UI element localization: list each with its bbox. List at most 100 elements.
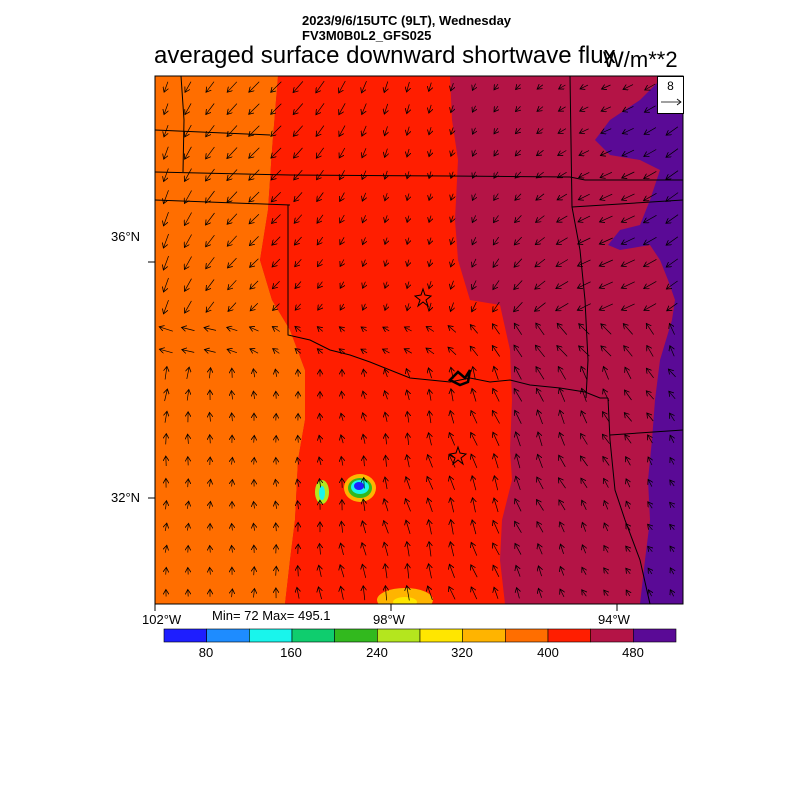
wind-vector-arrow	[295, 349, 302, 354]
wind-vector-arrow	[297, 479, 299, 487]
wind-vector-arrow	[579, 346, 590, 357]
wind-vector-arrow	[451, 105, 454, 112]
wind-vector-arrow	[514, 280, 523, 290]
wind-vector-arrow	[578, 193, 590, 200]
wind-vector-arrow	[494, 83, 498, 90]
wind-vector-arrow	[603, 389, 610, 402]
wind-vector-arrow	[276, 523, 277, 532]
wind-vector-arrow	[164, 190, 169, 203]
wind-vector-arrow	[185, 168, 192, 182]
wind-vector-arrow	[601, 128, 612, 134]
wind-vector-arrow	[559, 433, 565, 446]
wind-vector-arrow	[472, 215, 475, 222]
wind-vector-arrow	[339, 125, 346, 137]
wind-vector-arrow	[560, 567, 563, 576]
wind-vector-arrow	[362, 215, 365, 223]
wind-vector-arrow	[164, 81, 168, 92]
wind-vector-arrow	[581, 411, 588, 424]
wind-vector-arrow	[429, 433, 432, 446]
lake-texoma	[447, 369, 472, 387]
wind-vector-arrow	[316, 147, 324, 158]
wind-vector-arrow	[514, 389, 523, 402]
colorbar-swatch	[334, 628, 378, 643]
wind-vector-arrow	[209, 368, 210, 379]
wind-vector-arrow	[472, 258, 476, 267]
wind-vector-arrow	[182, 350, 195, 353]
wind-vector-arrow	[448, 347, 457, 356]
wind-vector-arrow	[473, 171, 476, 178]
wind-vector-arrow	[429, 389, 431, 401]
wind-vector-arrow	[293, 81, 304, 92]
wind-vector-arrow	[407, 433, 408, 445]
wind-vector-arrow	[538, 544, 543, 555]
wind-vector-arrow	[514, 345, 523, 358]
wind-vector-arrow	[493, 389, 500, 402]
colorbar	[163, 628, 677, 643]
wind-vector-arrow	[537, 522, 544, 533]
wind-vector-arrow	[429, 542, 431, 557]
wind-vector-arrow	[182, 327, 195, 330]
wind-vector-arrow	[451, 280, 454, 289]
wind-vector-arrow	[493, 432, 500, 446]
wind-vector-arrow	[626, 546, 631, 553]
wind-vector-arrow	[227, 125, 238, 137]
model-name-label: FV3M0B0L2_GFS025	[302, 28, 432, 43]
wind-vector-arrow	[165, 367, 167, 380]
wind-vector-arrow	[556, 302, 569, 310]
wind-vector-arrow	[317, 192, 324, 202]
wind-vector-arrow	[405, 499, 411, 512]
wind-vector-arrow	[339, 147, 346, 158]
wind-vector-arrow	[560, 544, 563, 555]
wind-vector-arrow	[206, 125, 215, 136]
wind-vector-arrow	[210, 412, 211, 422]
wind-vector-arrow	[536, 193, 545, 200]
wind-vector-arrow	[406, 477, 411, 490]
wind-vector-arrow	[209, 479, 210, 487]
wind-vector-arrow	[206, 212, 215, 225]
wind-vector-arrow	[577, 303, 591, 311]
wind-vector-arrow	[232, 524, 233, 531]
wind-vector-arrow	[249, 147, 260, 158]
wind-vector-arrow	[385, 369, 388, 378]
wind-vector-arrow	[493, 236, 499, 245]
wind-vector-arrow	[385, 215, 387, 222]
units-label: W/m**2	[603, 47, 678, 72]
wind-vector-arrow	[385, 434, 386, 445]
wind-vector-arrow	[646, 391, 654, 400]
wind-vector-arrow	[515, 193, 522, 201]
wind-vector-arrow	[666, 148, 679, 158]
wind-vector-arrow	[429, 215, 431, 223]
wind-vector-arrow	[536, 171, 544, 178]
wind-vector-arrow	[228, 257, 237, 268]
wind-vector-arrow	[604, 546, 608, 553]
wind-vector-arrow	[644, 214, 657, 222]
wind-vector-arrow	[272, 327, 280, 332]
wind-vector-arrow	[363, 391, 365, 400]
wind-vector-arrow	[339, 327, 344, 331]
wind-vector-arrow	[667, 302, 678, 311]
wind-vector-arrow	[648, 590, 651, 597]
wind-vector-arrow	[187, 501, 188, 509]
wind-vector-arrow	[451, 149, 453, 157]
wind-vector-arrow	[582, 590, 587, 597]
wind-vector-arrow	[622, 149, 635, 156]
wind-vector-arrow	[557, 323, 568, 335]
wind-vector-arrow	[604, 523, 608, 532]
wind-vector-arrow	[471, 411, 478, 424]
wind-vector-arrow	[253, 369, 254, 378]
wind-vector-arrow	[515, 543, 522, 555]
wind-vector-arrow	[339, 170, 345, 179]
wind-vector-arrow	[273, 349, 280, 354]
wind-vector-arrow	[429, 302, 431, 311]
wind-vector-arrow	[556, 237, 568, 245]
lat-label-36n: 36°N	[111, 229, 141, 244]
wind-vector-arrow	[275, 501, 276, 509]
wind-vector-arrow	[493, 280, 500, 289]
wind-vector-arrow	[407, 259, 409, 267]
wind-vector-arrow	[603, 457, 610, 466]
wind-vector-arrow	[578, 259, 591, 266]
wind-vector-arrow	[385, 477, 387, 490]
wind-vector-arrow	[577, 281, 591, 288]
wind-vector-arrow	[407, 104, 410, 113]
wind-vector-arrow	[648, 546, 653, 551]
